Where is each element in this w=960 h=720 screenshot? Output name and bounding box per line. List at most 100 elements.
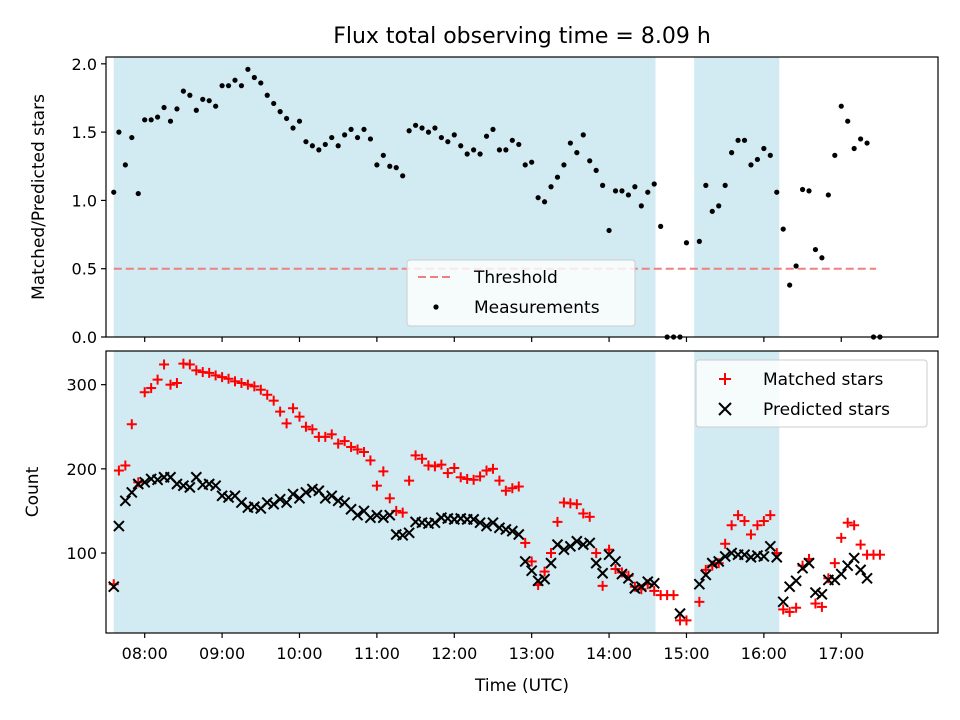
measurement-point xyxy=(329,134,335,141)
matched-star-point xyxy=(494,475,505,486)
measurement-point xyxy=(741,137,748,143)
matched-star-point xyxy=(784,606,795,617)
measurement-point xyxy=(412,122,419,128)
matched-star-point xyxy=(204,367,215,378)
predicted-star-point xyxy=(519,555,531,568)
measurement-point xyxy=(193,107,199,113)
predicted-star-point xyxy=(803,557,815,569)
matched-star-point xyxy=(223,373,234,384)
predicted-star-point xyxy=(126,486,138,499)
measurement-point xyxy=(251,74,257,81)
predicted-stars-points xyxy=(108,471,873,620)
top-observing-bands xyxy=(113,57,780,337)
measurement-point xyxy=(651,181,657,187)
measurement-point xyxy=(200,96,206,102)
matched-star-point xyxy=(307,424,318,435)
predicted-star-point xyxy=(113,520,125,532)
matched-star-point xyxy=(133,477,144,488)
matched-star-point xyxy=(333,438,344,449)
predicted-star-point xyxy=(719,550,731,563)
measurement-point xyxy=(406,128,412,134)
predicted-star-point xyxy=(642,575,654,588)
predicted-star-point xyxy=(629,582,641,595)
measurement-point xyxy=(535,195,541,201)
predicted-star-point xyxy=(132,478,144,490)
predicted-star-point xyxy=(209,479,222,492)
matched-star-point xyxy=(210,370,221,381)
measurement-point xyxy=(342,132,348,138)
matched-star-point xyxy=(604,544,615,555)
measurement-point xyxy=(322,141,328,148)
measurement-point xyxy=(142,117,148,123)
legend-plus-marker xyxy=(719,373,731,385)
measurement-point xyxy=(832,152,838,158)
matched-star-point xyxy=(487,463,498,474)
legend-x-marker xyxy=(718,402,732,416)
matched-star-point xyxy=(449,463,460,474)
predicted-star-point xyxy=(558,543,570,556)
matched-stars-legend-label: Matched stars xyxy=(763,370,883,390)
predicted-star-point xyxy=(725,547,738,559)
matched-star-point xyxy=(326,429,337,440)
predicted-star-point xyxy=(590,557,602,569)
predicted-star-point xyxy=(108,580,120,593)
measurement-point xyxy=(361,126,367,132)
measurement-point xyxy=(258,80,264,86)
measurement-point xyxy=(522,162,528,168)
matched-star-point xyxy=(849,520,860,531)
measurement-point xyxy=(316,147,322,153)
x-tick-label: 15:00 xyxy=(663,644,709,663)
matched-star-point xyxy=(404,475,415,486)
measurement-point xyxy=(438,134,444,141)
observing-band xyxy=(113,351,656,633)
matched-stars-legend-swatch xyxy=(719,373,731,385)
measurement-point xyxy=(419,125,425,131)
matched-star-point xyxy=(281,418,292,429)
predicted-star-point xyxy=(467,513,480,526)
measurement-point xyxy=(709,208,715,214)
y-tick-label: 1.0 xyxy=(72,191,97,210)
matched-star-point xyxy=(242,379,253,390)
predicted-star-point xyxy=(384,509,396,521)
matched-star-point xyxy=(249,381,260,392)
matched-star-point xyxy=(191,365,202,376)
predicted-star-point xyxy=(248,501,261,513)
matched-star-point xyxy=(681,615,692,626)
matched-star-point xyxy=(629,581,640,592)
matched-star-point xyxy=(275,406,286,417)
x-tick-label: 17:00 xyxy=(818,644,864,663)
bottom-legend: Matched stars Predicted stars xyxy=(695,359,928,428)
measurement-point xyxy=(483,133,490,139)
measurement-points xyxy=(111,66,883,340)
matched-star-point xyxy=(378,466,389,477)
predicted-star-point xyxy=(622,572,635,584)
predicted-star-point xyxy=(809,586,822,599)
predicted-star-point xyxy=(571,535,583,547)
matched-star-point xyxy=(339,436,350,447)
predicted-star-point xyxy=(396,529,409,542)
predicted-star-point xyxy=(500,523,512,536)
predicted-star-point xyxy=(758,550,770,563)
bottom-y-ticks: 100 200 300 xyxy=(66,376,106,563)
predicted-star-point xyxy=(319,492,331,505)
measurement-point xyxy=(432,125,438,131)
measurement-point xyxy=(819,255,825,261)
matched-star-point xyxy=(597,580,608,591)
predicted-star-point xyxy=(364,511,377,524)
matched-star-point xyxy=(442,468,453,479)
top-x-ticks xyxy=(144,337,842,342)
measurement-point xyxy=(645,189,651,195)
predicted-star-point xyxy=(584,537,596,549)
predicted-star-point xyxy=(138,476,151,489)
threshold-legend-label: Threshold xyxy=(473,268,558,288)
measurement-point xyxy=(600,182,606,188)
predicted-star-point xyxy=(216,490,228,502)
measurement-point xyxy=(780,226,786,232)
x-tick-label: 13:00 xyxy=(509,644,555,663)
top-y-axis-label: Matched/Predicted stars xyxy=(29,94,49,300)
y-tick-label: 0.0 xyxy=(72,328,97,347)
matched-star-point xyxy=(365,455,376,466)
measurement-point xyxy=(606,227,612,234)
predicted-star-point xyxy=(861,572,873,584)
matched-star-point xyxy=(475,471,486,482)
